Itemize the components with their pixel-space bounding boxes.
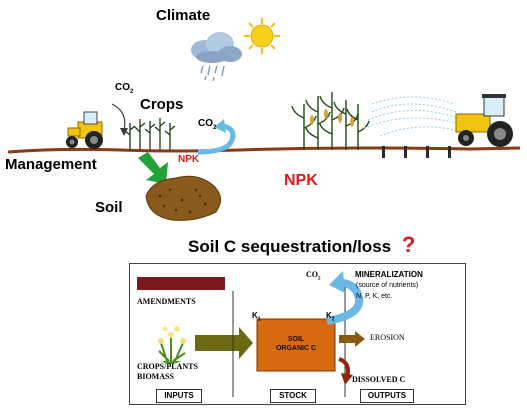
- k1-label: K1: [252, 311, 261, 323]
- crops-biomass-label: CROPS/PLANTS BIOMASS: [137, 362, 198, 381]
- tractor-right-icon: [455, 94, 513, 147]
- green-input-arrow: [138, 152, 168, 184]
- erosion-label: EROSION: [370, 333, 405, 342]
- amendments-label: AMENDMENTS: [137, 297, 196, 306]
- co2-arrow-down: [111, 103, 126, 131]
- k2-label: K2: [326, 311, 335, 323]
- soil-surface-line: [7, 146, 521, 154]
- corn-cob-icons: [310, 109, 354, 127]
- soil-label: Soil: [95, 199, 123, 216]
- corn-plants-icon: [291, 92, 370, 150]
- crops-small-icon: [124, 118, 176, 150]
- co2-emission-arrow: [197, 119, 236, 155]
- panel-graphics: [137, 271, 365, 397]
- tractor-left-icon: [66, 111, 103, 149]
- input-arrow: [195, 327, 253, 359]
- fence-posts: [382, 146, 451, 158]
- climate-label: Climate: [156, 7, 211, 24]
- npk-etc-label: N, P, K, etc.: [356, 293, 393, 300]
- stock-box: [256, 318, 336, 372]
- npk-large-label: NPK: [284, 172, 318, 189]
- crops-label: Crops: [140, 96, 184, 113]
- stock-label: STOCK: [270, 389, 316, 403]
- soil-pile-icon: [145, 175, 221, 221]
- mineralization-label: MINERALIZATION: [355, 270, 423, 279]
- management-label: Management: [5, 156, 97, 173]
- farm-illustration: [7, 18, 521, 221]
- source-nutrients-label: (source of nutrients): [356, 282, 419, 289]
- npk-small-label: NPK: [178, 154, 200, 165]
- outputs-label: OUTPUTS: [360, 389, 414, 403]
- co2-panel-label: CO2: [306, 270, 321, 282]
- dissolved-c-label: DISSOLVED C: [352, 375, 406, 384]
- question-mark: ?: [401, 232, 416, 257]
- co2-label-1: CO2: [115, 82, 134, 95]
- spray-mist: [363, 96, 463, 137]
- sun-icon: [244, 18, 280, 54]
- erosion-arrow: [339, 331, 365, 347]
- co2-label-2: CO2: [198, 118, 217, 131]
- soil-organic-c-label: SOIL ORGANIC C: [275, 336, 317, 352]
- mineralization-arrow: [326, 271, 364, 325]
- cloud-icon: [191, 32, 242, 82]
- inputs-label: INPUTS: [156, 389, 202, 403]
- question-title: Soil C sequestration/loss ?: [188, 232, 416, 257]
- plant-icon: [158, 326, 186, 364]
- amendments-bar: [137, 277, 225, 290]
